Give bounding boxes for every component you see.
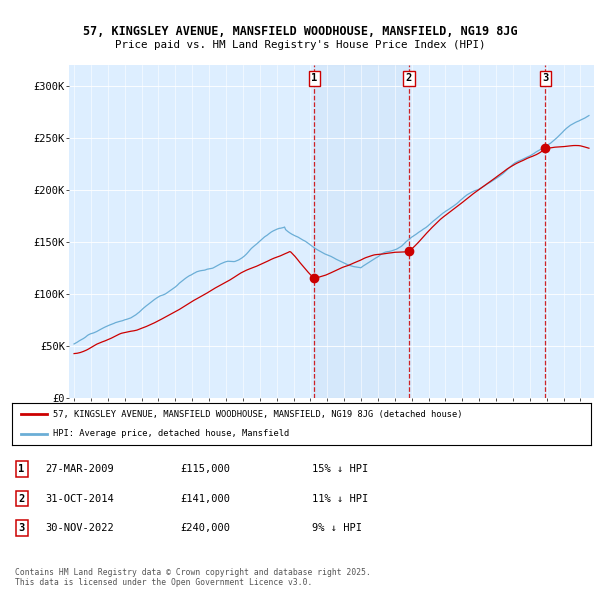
Text: HPI: Average price, detached house, Mansfield: HPI: Average price, detached house, Mans… — [53, 430, 289, 438]
Text: 9% ↓ HPI: 9% ↓ HPI — [312, 523, 362, 533]
Text: 11% ↓ HPI: 11% ↓ HPI — [312, 494, 368, 503]
Bar — [314, 65, 409, 398]
Text: Price paid vs. HM Land Registry's House Price Index (HPI): Price paid vs. HM Land Registry's House … — [115, 40, 485, 50]
Text: £240,000: £240,000 — [180, 523, 230, 533]
Text: 30-NOV-2022: 30-NOV-2022 — [45, 523, 114, 533]
Text: 2: 2 — [406, 73, 412, 83]
Text: 31-OCT-2014: 31-OCT-2014 — [45, 494, 114, 503]
Text: £115,000: £115,000 — [180, 464, 230, 474]
Text: 1: 1 — [311, 73, 317, 83]
Text: 57, KINGSLEY AVENUE, MANSFIELD WOODHOUSE, MANSFIELD, NG19 8JG (detached house): 57, KINGSLEY AVENUE, MANSFIELD WOODHOUSE… — [53, 410, 462, 419]
Text: £141,000: £141,000 — [180, 494, 230, 503]
Text: 15% ↓ HPI: 15% ↓ HPI — [312, 464, 368, 474]
Text: 57, KINGSLEY AVENUE, MANSFIELD WOODHOUSE, MANSFIELD, NG19 8JG: 57, KINGSLEY AVENUE, MANSFIELD WOODHOUSE… — [83, 25, 517, 38]
Text: 3: 3 — [542, 73, 548, 83]
Text: Contains HM Land Registry data © Crown copyright and database right 2025.
This d: Contains HM Land Registry data © Crown c… — [15, 568, 371, 587]
Text: 2: 2 — [19, 494, 25, 503]
Text: 27-MAR-2009: 27-MAR-2009 — [45, 464, 114, 474]
Text: 1: 1 — [19, 464, 25, 474]
Text: 3: 3 — [19, 523, 25, 533]
